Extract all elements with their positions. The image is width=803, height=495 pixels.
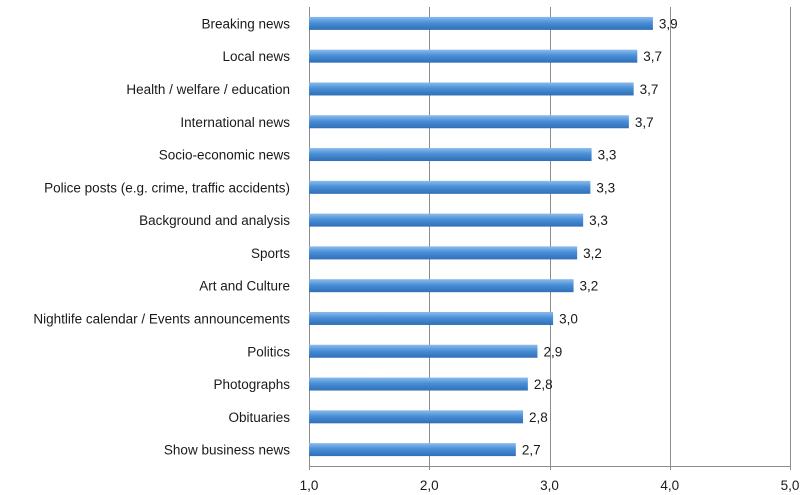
category-label: Health / welfare / education	[126, 82, 290, 97]
x-tick-label: 2,0	[420, 478, 439, 493]
value-label: 3,3	[598, 148, 617, 163]
value-label: 3,9	[659, 16, 678, 31]
category-label: Breaking news	[201, 16, 290, 31]
bars	[309, 16, 653, 457]
bar	[309, 16, 653, 30]
value-label: 2,7	[522, 443, 541, 458]
value-label: 3,0	[559, 311, 578, 326]
bar	[309, 49, 638, 63]
value-label: 2,9	[543, 344, 562, 359]
x-tick-label: 4,0	[660, 478, 679, 493]
x-axis-ticks: 1,0 2,0 3,0 4,0 5,0	[300, 478, 800, 493]
value-label: 3,7	[640, 82, 659, 97]
category-label: Local news	[222, 49, 290, 64]
category-label: Art and Culture	[199, 279, 290, 294]
value-label: 2,8	[534, 377, 553, 392]
bar	[309, 344, 538, 358]
category-label: International news	[180, 115, 290, 130]
category-label: Nightlife calendar / Events announcement…	[33, 311, 290, 326]
category-label: Politics	[247, 344, 290, 359]
category-label: Photographs	[213, 377, 290, 392]
bar	[309, 377, 528, 391]
value-labels: 3,9 3,7 3,7 3,7 3,3 3,3 3,3 3,2 3,2 3,0 2,9 2,8 2,8 2…	[522, 16, 678, 457]
bar	[309, 115, 629, 129]
bar	[309, 410, 524, 424]
value-label: 3,7	[635, 115, 654, 130]
bar	[309, 443, 516, 457]
category-label: Police posts (e.g. crime, traffic accide…	[44, 180, 290, 195]
bar	[309, 180, 591, 194]
category-label: Background and analysis	[139, 213, 290, 228]
bar	[309, 246, 578, 260]
bar	[309, 311, 554, 325]
category-label: Sports	[251, 246, 290, 261]
bar	[309, 279, 574, 293]
category-label: Obituaries	[228, 410, 290, 425]
value-label: 2,8	[529, 410, 548, 425]
bar	[309, 213, 584, 227]
category-label: Socio-economic news	[159, 148, 291, 163]
category-labels: Breaking news Local news Health / welfare …	[33, 16, 290, 457]
x-tick-label: 3,0	[540, 478, 559, 493]
x-tick-label: 5,0	[781, 478, 800, 493]
category-label: Show business news	[164, 443, 290, 458]
value-label: 3,3	[589, 213, 608, 228]
bar	[309, 82, 634, 96]
value-label: 3,3	[596, 180, 615, 195]
value-label: 3,2	[583, 246, 602, 261]
gridlines	[309, 7, 791, 470]
bar	[309, 148, 592, 162]
value-label: 3,2	[580, 279, 599, 294]
x-tick-label: 1,0	[300, 478, 319, 493]
value-label: 3,7	[643, 49, 662, 64]
